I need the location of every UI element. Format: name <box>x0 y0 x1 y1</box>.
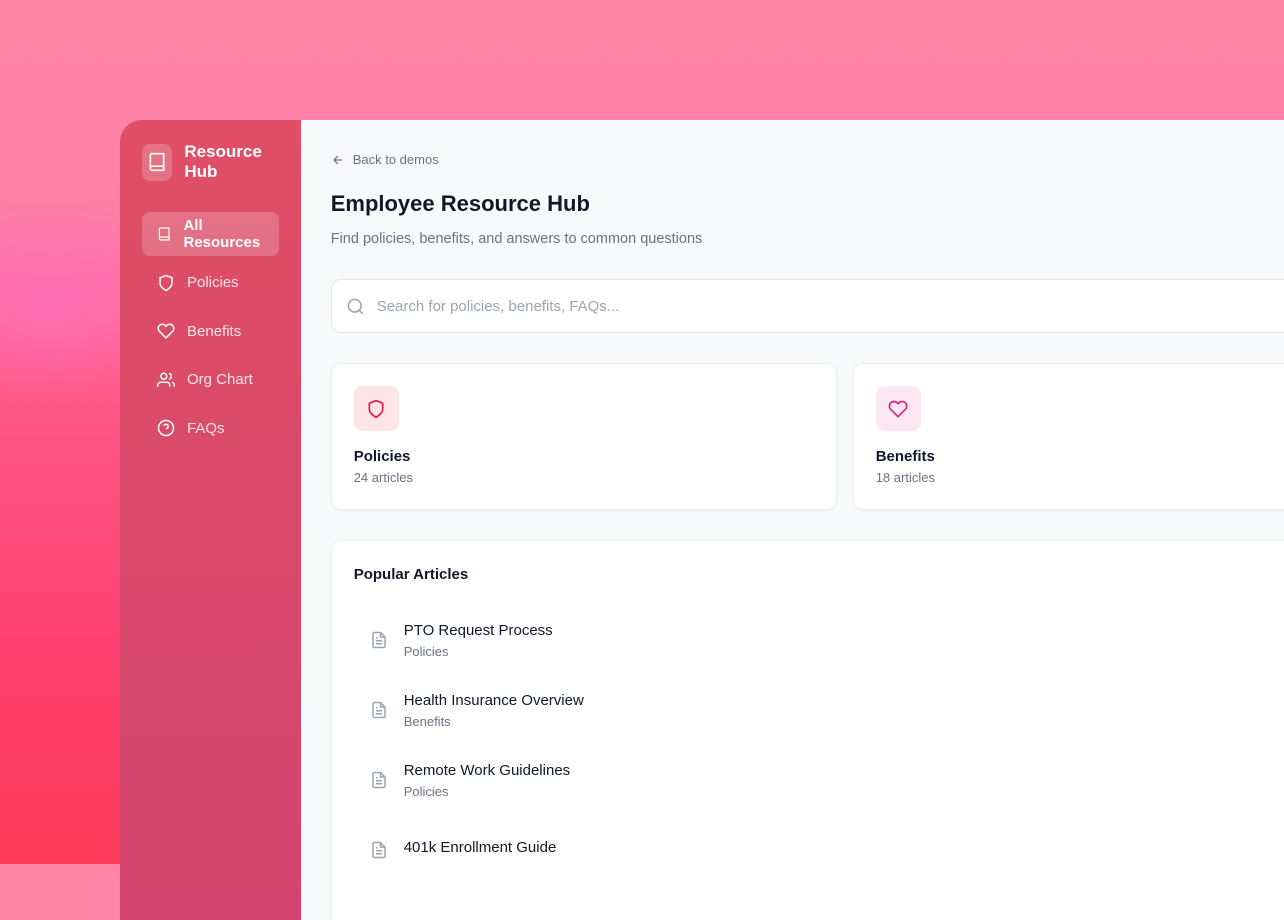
file-text-icon <box>371 631 386 649</box>
users-icon <box>157 372 175 387</box>
sidebar-item-org-chart[interactable]: Org Chart <box>142 358 279 402</box>
sidebar: Resource Hub All Resources Policies Bene… <box>120 120 301 920</box>
article-title: Remote Work Guidelines <box>403 761 571 779</box>
app-window: Resource Hub All Resources Policies Bene… <box>120 120 1284 920</box>
sidebar-item-label: All Resources <box>183 217 261 251</box>
heart-icon <box>875 386 921 431</box>
article-category: Policies <box>403 643 449 659</box>
article-category: Benefits <box>403 713 451 729</box>
article-item[interactable]: Remote Work Guidelines Policies <box>354 741 1284 819</box>
brand: Resource Hub <box>142 142 279 182</box>
category-count: 18 articles <box>875 470 935 485</box>
article-item[interactable]: 401k Enrollment Guide <box>354 811 1284 889</box>
brand-name: Resource Hub <box>184 142 262 181</box>
category-card-benefits[interactable]: Benefits 18 articles <box>852 363 1284 510</box>
section-title: Popular Articles <box>353 566 469 583</box>
article-item[interactable]: Health Insurance Overview Benefits <box>354 671 1284 749</box>
article-title: PTO Request Process <box>403 621 553 639</box>
category-title: Benefits <box>875 448 935 465</box>
search-input[interactable]: Search for policies, benefits, FAQs... <box>330 279 1284 333</box>
search-icon <box>347 298 363 314</box>
search-placeholder: Search for policies, benefits, FAQs... <box>376 297 620 315</box>
page-subtitle: Find policies, benefits, and answers to … <box>330 231 703 247</box>
sidebar-item-label: FAQs <box>187 419 225 437</box>
shield-icon <box>159 274 173 291</box>
shield-icon <box>353 386 399 431</box>
sidebar-item-benefits[interactable]: Benefits <box>142 309 279 353</box>
page-title: Employee Resource Hub <box>330 191 590 216</box>
category-count: 24 articles <box>353 470 413 485</box>
back-label: Back to demos <box>352 152 439 167</box>
sidebar-item-faqs[interactable]: FAQs <box>142 406 279 450</box>
file-text-icon <box>371 771 386 789</box>
main-content: Back to demos Employee Resource Hub Find… <box>300 120 1284 920</box>
sidebar-item-label: Org Chart <box>187 371 253 388</box>
article-title: Health Insurance Overview <box>403 691 584 709</box>
popular-articles: Popular Articles PTO Request Process Poli… <box>330 540 1284 920</box>
category-card-policies[interactable]: Policies 24 articles <box>330 363 837 510</box>
article-category: Policies <box>403 783 449 799</box>
article-title: 401k Enrollment Guide <box>403 839 557 856</box>
sidebar-item-all-resources[interactable]: All Resources <box>142 212 279 256</box>
sidebar-item-label: Policies <box>187 274 239 291</box>
article-item[interactable]: PTO Request Process Policies <box>354 601 1284 679</box>
sidebar-item-policies[interactable]: Policies <box>142 261 279 305</box>
file-text-icon <box>371 841 386 859</box>
heart-icon <box>157 323 175 339</box>
book-icon <box>158 227 170 241</box>
arrow-left-icon <box>332 155 342 164</box>
book-icon <box>142 143 173 181</box>
back-link[interactable]: Back to demos <box>331 152 1284 167</box>
help-circle-icon <box>157 419 175 437</box>
file-text-icon <box>371 701 386 719</box>
category-title: Policies <box>353 448 411 465</box>
sidebar-item-label: Benefits <box>187 322 242 340</box>
